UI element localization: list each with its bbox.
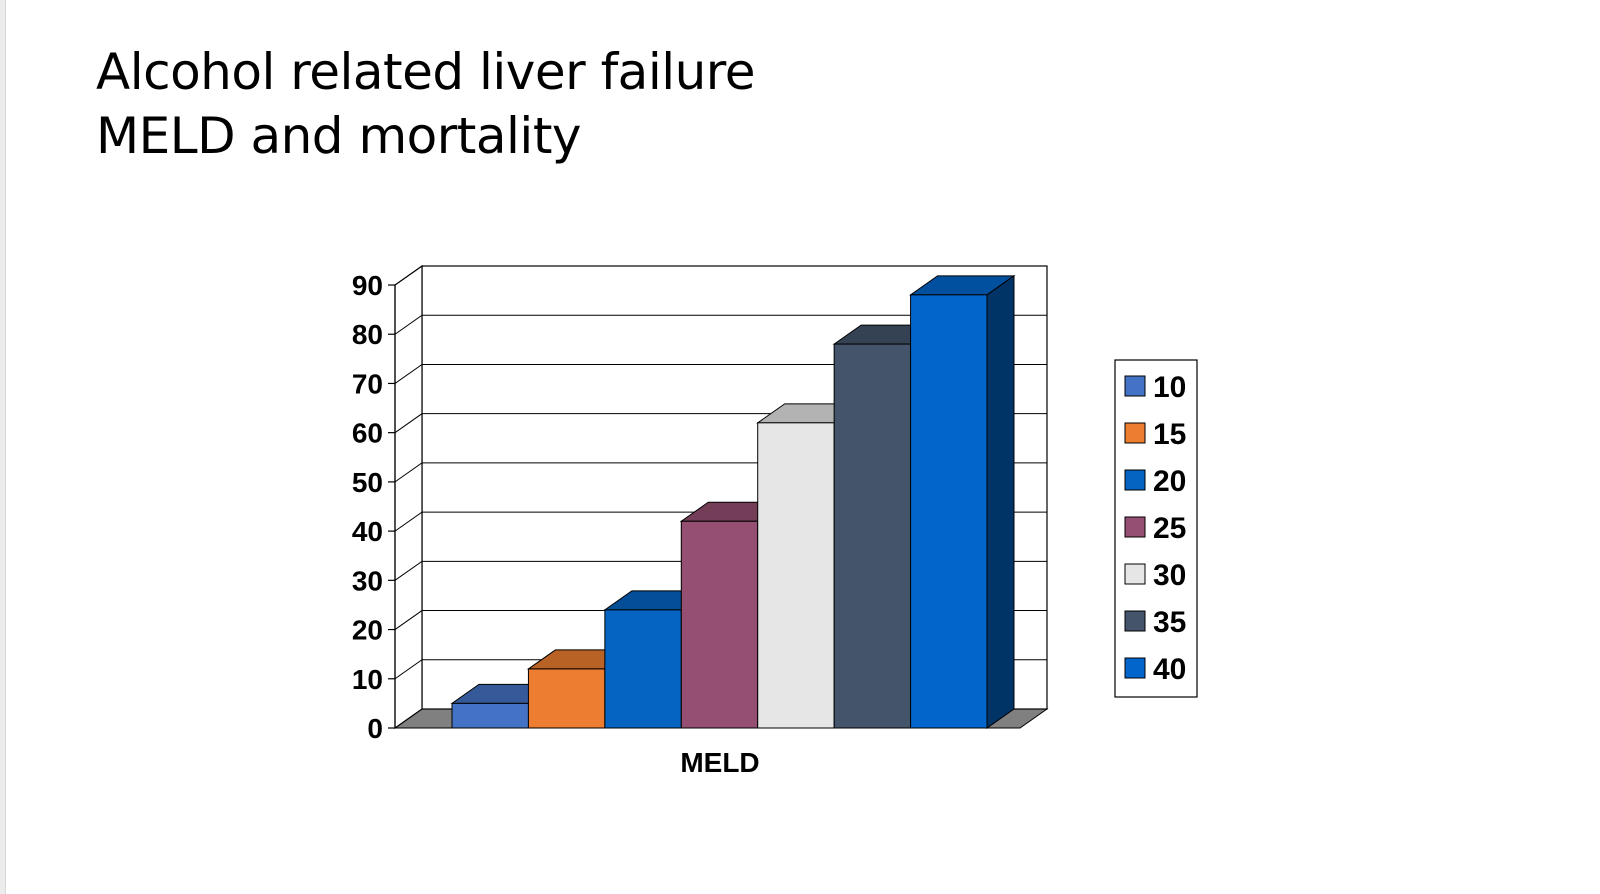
y-tick-label: 40 — [352, 516, 383, 547]
bar-front — [910, 294, 988, 729]
gridline — [394, 314, 1047, 335]
legend-item-40: 40 — [1124, 653, 1186, 686]
y-tick-label: 10 — [352, 664, 383, 695]
legend-item-35: 35 — [1124, 606, 1186, 639]
bar-40 — [908, 274, 1016, 729]
bar-35 — [832, 324, 940, 729]
slide-title-line-2: MELD and mortality — [96, 107, 582, 165]
legend-item-20: 20 — [1124, 465, 1186, 498]
legend-item-25: 25 — [1124, 512, 1186, 545]
legend-item-10: 10 — [1124, 371, 1186, 404]
bar-front — [527, 668, 606, 729]
y-tick-label: 30 — [352, 565, 383, 596]
legend-swatch — [1124, 516, 1146, 538]
legend-swatch — [1124, 375, 1146, 397]
side-wall — [394, 264, 423, 730]
legend-swatch — [1124, 422, 1146, 444]
x-axis-title: MELD — [680, 747, 759, 778]
y-tick-label: 70 — [352, 368, 383, 399]
y-tick-label: 20 — [352, 615, 383, 646]
legend-swatch — [1124, 563, 1146, 585]
y-tick-label: 80 — [352, 319, 383, 350]
slide-title-line-1: Alcohol related liver failure — [96, 43, 756, 101]
y-tick-label: 90 — [352, 270, 383, 301]
legend-swatch — [1124, 469, 1146, 491]
slide-title: Alcohol related liver failure MELD and m… — [96, 40, 756, 168]
legend-item-30: 30 — [1124, 559, 1186, 592]
y-tick-label: 0 — [367, 713, 383, 744]
legend-label: 30 — [1153, 559, 1186, 592]
slide-edge — [0, 0, 6, 894]
legend-label: 10 — [1153, 371, 1186, 404]
legend-label: 35 — [1153, 606, 1186, 639]
bar-front — [680, 520, 759, 729]
bar-front — [451, 702, 529, 729]
legend: 10 15 20 25 30 35 40 — [1114, 359, 1198, 698]
y-axis: 0 10 20 30 40 50 60 70 80 90 — [352, 270, 396, 744]
legend-swatch — [1124, 657, 1146, 679]
bar-30 — [756, 403, 863, 729]
bar-front — [604, 609, 682, 729]
legend-label: 15 — [1153, 418, 1186, 451]
y-tick-label: 50 — [352, 467, 383, 498]
bar-side — [986, 274, 1015, 729]
gridline — [394, 265, 1047, 286]
legend-item-15: 15 — [1124, 418, 1186, 451]
bar-front — [833, 343, 912, 729]
legend-label: 20 — [1153, 465, 1186, 498]
bar-front — [757, 422, 835, 729]
legend-label: 25 — [1153, 512, 1186, 545]
y-tick-label: 60 — [352, 418, 383, 449]
bars — [450, 274, 1016, 729]
legend-swatch — [1124, 610, 1146, 632]
legend-label: 40 — [1153, 653, 1186, 686]
